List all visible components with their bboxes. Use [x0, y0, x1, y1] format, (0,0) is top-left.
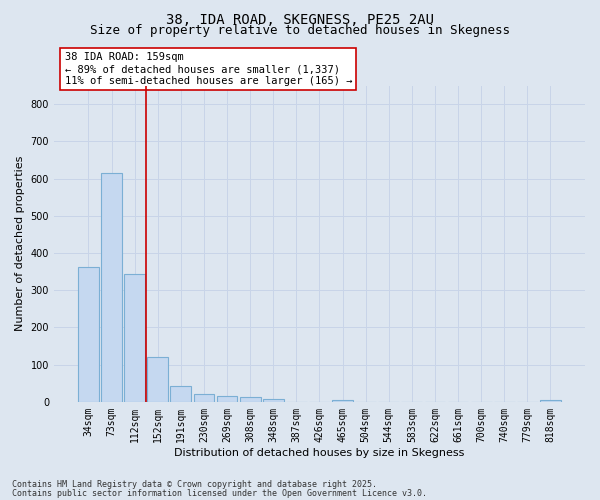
Bar: [332, 400, 353, 402]
Bar: [101, 172, 122, 402]
Text: Contains HM Land Registry data © Crown copyright and database right 2025.: Contains HM Land Registry data © Crown c…: [12, 480, 377, 489]
Bar: [240, 396, 260, 402]
Bar: [263, 399, 284, 402]
Bar: [540, 400, 561, 402]
Text: Contains public sector information licensed under the Open Government Licence v3: Contains public sector information licen…: [12, 488, 427, 498]
Text: 38 IDA ROAD: 159sqm
← 89% of detached houses are smaller (1,337)
11% of semi-det: 38 IDA ROAD: 159sqm ← 89% of detached ho…: [65, 52, 352, 86]
Bar: [170, 386, 191, 402]
Text: Size of property relative to detached houses in Skegness: Size of property relative to detached ho…: [90, 24, 510, 37]
Bar: [194, 394, 214, 402]
X-axis label: Distribution of detached houses by size in Skegness: Distribution of detached houses by size …: [174, 448, 464, 458]
Bar: [148, 357, 168, 402]
Y-axis label: Number of detached properties: Number of detached properties: [15, 156, 25, 332]
Bar: [124, 274, 145, 402]
Bar: [78, 267, 99, 402]
Text: 38, IDA ROAD, SKEGNESS, PE25 2AU: 38, IDA ROAD, SKEGNESS, PE25 2AU: [166, 12, 434, 26]
Bar: [217, 396, 238, 402]
